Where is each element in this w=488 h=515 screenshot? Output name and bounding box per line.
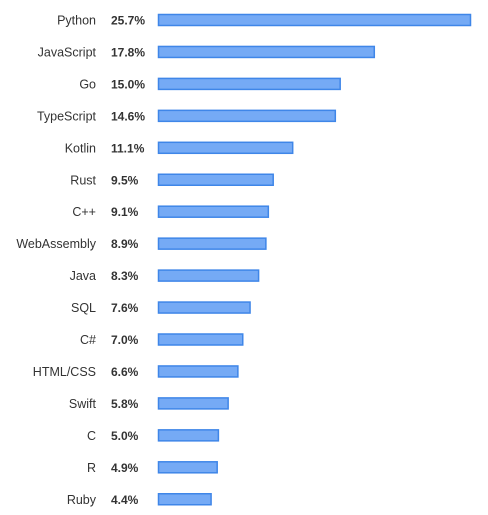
category-label: SQL bbox=[71, 301, 96, 315]
value-label: 17.8% bbox=[111, 45, 145, 59]
category-label: TypeScript bbox=[37, 109, 97, 123]
bar-r bbox=[157, 461, 218, 474]
bar-row-sql: SQL 7.6% bbox=[71, 301, 251, 315]
bar-row-swift: Swift 5.8% bbox=[69, 397, 229, 411]
bar-rust bbox=[157, 173, 274, 186]
category-label: Go bbox=[79, 77, 96, 91]
value-label: 11.1% bbox=[111, 141, 145, 155]
bar-kotlin bbox=[157, 141, 294, 155]
bar-row-rust: Rust 9.5% bbox=[70, 173, 274, 187]
bar-row-c: C 5.0% bbox=[87, 429, 220, 443]
category-label: C bbox=[87, 429, 96, 443]
bar-c bbox=[157, 205, 270, 218]
value-label: 7.0% bbox=[111, 333, 139, 347]
bar-html-css bbox=[157, 365, 239, 378]
value-label: 8.3% bbox=[111, 269, 139, 283]
bar-row-go: Go 15.0% bbox=[79, 77, 341, 91]
bar-row-html-css: HTML/CSS 6.6% bbox=[33, 365, 239, 379]
category-label: Rust bbox=[70, 173, 96, 187]
category-label: JavaScript bbox=[38, 45, 97, 59]
value-label: 25.7% bbox=[111, 14, 145, 28]
category-label: Kotlin bbox=[65, 141, 96, 155]
category-label: Python bbox=[57, 14, 96, 28]
bar-row-python: Python 25.7% bbox=[57, 13, 472, 28]
bar-row-ruby: Ruby 4.4% bbox=[67, 493, 212, 507]
bar-javascript bbox=[157, 45, 376, 59]
category-label: HTML/CSS bbox=[33, 365, 96, 379]
bar-typescript bbox=[157, 109, 337, 123]
value-label: 5.0% bbox=[111, 429, 139, 443]
category-label: Swift bbox=[69, 397, 97, 411]
category-label: Ruby bbox=[67, 493, 97, 507]
bar-ruby bbox=[157, 493, 212, 506]
bar-swift bbox=[157, 397, 229, 410]
value-label: 14.6% bbox=[111, 109, 145, 123]
category-label: C# bbox=[80, 333, 96, 347]
bar-row-typescript: TypeScript 14.6% bbox=[37, 109, 337, 123]
bar-c bbox=[157, 429, 220, 442]
value-label: 6.6% bbox=[111, 365, 139, 379]
value-label: 9.5% bbox=[111, 173, 139, 187]
bar-c bbox=[157, 333, 244, 346]
bar-row-c: C++ 9.1% bbox=[72, 205, 270, 219]
bar-java bbox=[157, 269, 260, 282]
bar-webassembly bbox=[157, 237, 267, 250]
category-label: WebAssembly bbox=[16, 237, 96, 251]
bar-row-c: C# 7.0% bbox=[80, 333, 244, 347]
bar-row-kotlin: Kotlin 11.1% bbox=[65, 141, 294, 155]
bar-row-javascript: JavaScript 17.8% bbox=[38, 45, 376, 59]
bar-row-webassembly: WebAssembly 8.9% bbox=[16, 237, 267, 251]
bar-row-r: R 4.9% bbox=[87, 461, 218, 475]
category-label: C++ bbox=[72, 205, 96, 219]
value-label: 5.8% bbox=[111, 397, 139, 411]
value-label: 7.6% bbox=[111, 301, 139, 315]
value-label: 4.9% bbox=[111, 461, 139, 475]
bar-sql bbox=[157, 301, 251, 314]
bar-go bbox=[157, 77, 341, 91]
value-label: 8.9% bbox=[111, 237, 139, 251]
bar-row-java: Java 8.3% bbox=[70, 269, 260, 283]
category-label: Java bbox=[70, 269, 96, 283]
value-label: 4.4% bbox=[111, 493, 139, 507]
category-label: R bbox=[87, 461, 96, 475]
value-label: 9.1% bbox=[111, 205, 139, 219]
value-label: 15.0% bbox=[111, 77, 145, 91]
bar-python bbox=[157, 13, 472, 27]
